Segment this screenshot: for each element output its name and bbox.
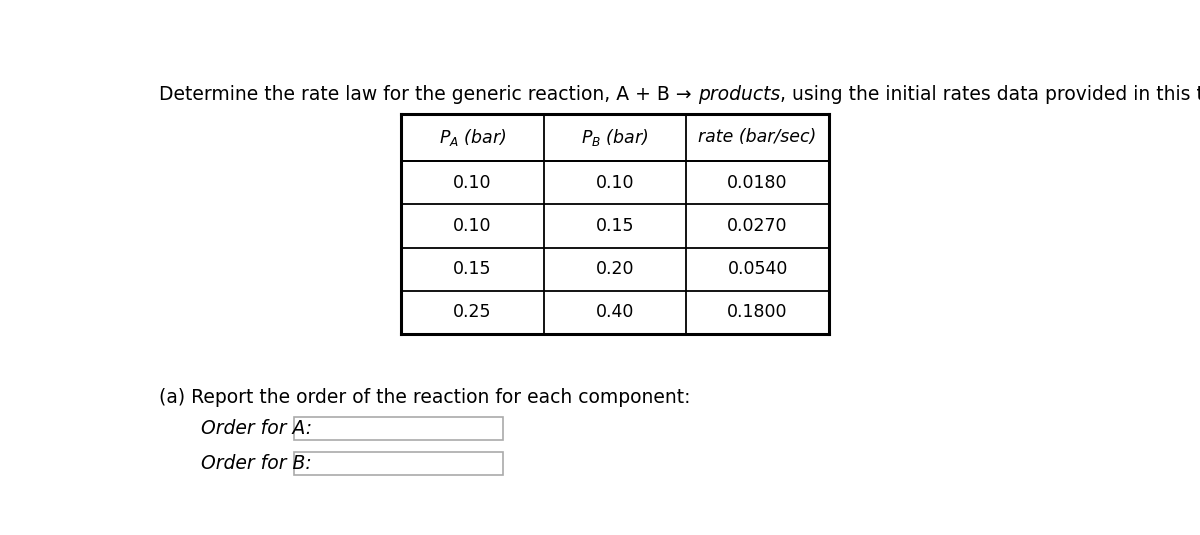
Text: rate (bar/sec): rate (bar/sec)	[698, 128, 817, 146]
Text: 0.10: 0.10	[454, 217, 492, 235]
Text: 0.15: 0.15	[595, 217, 635, 235]
Bar	[401, 113, 829, 334]
Text: $P_A$ (bar): $P_A$ (bar)	[439, 127, 506, 148]
Text: (a) Report the order of the reaction for each component:: (a) Report the order of the reaction for…	[160, 387, 691, 407]
Bar	[294, 453, 504, 475]
Text: 0.10: 0.10	[454, 174, 492, 192]
Text: products: products	[698, 85, 780, 104]
Text: 0.20: 0.20	[595, 260, 635, 278]
Text: Order for B:: Order for B:	[202, 454, 312, 473]
Text: , using the initial rates data provided in this table:: , using the initial rates data provided …	[780, 85, 1200, 104]
Text: $P_B$ (bar): $P_B$ (bar)	[581, 127, 649, 148]
Text: 0.15: 0.15	[454, 260, 492, 278]
Text: 0.0180: 0.0180	[727, 174, 788, 192]
Text: 0.25: 0.25	[454, 303, 492, 322]
Text: 0.0540: 0.0540	[727, 260, 787, 278]
Text: 0.0270: 0.0270	[727, 217, 788, 235]
Text: 0.1800: 0.1800	[727, 303, 788, 322]
Text: Determine the rate law for the generic reaction, A + B →: Determine the rate law for the generic r…	[160, 85, 698, 104]
Text: 0.40: 0.40	[596, 303, 634, 322]
Bar	[294, 417, 504, 440]
Text: 0.10: 0.10	[595, 174, 635, 192]
Text: Order for A:: Order for A:	[202, 419, 312, 438]
